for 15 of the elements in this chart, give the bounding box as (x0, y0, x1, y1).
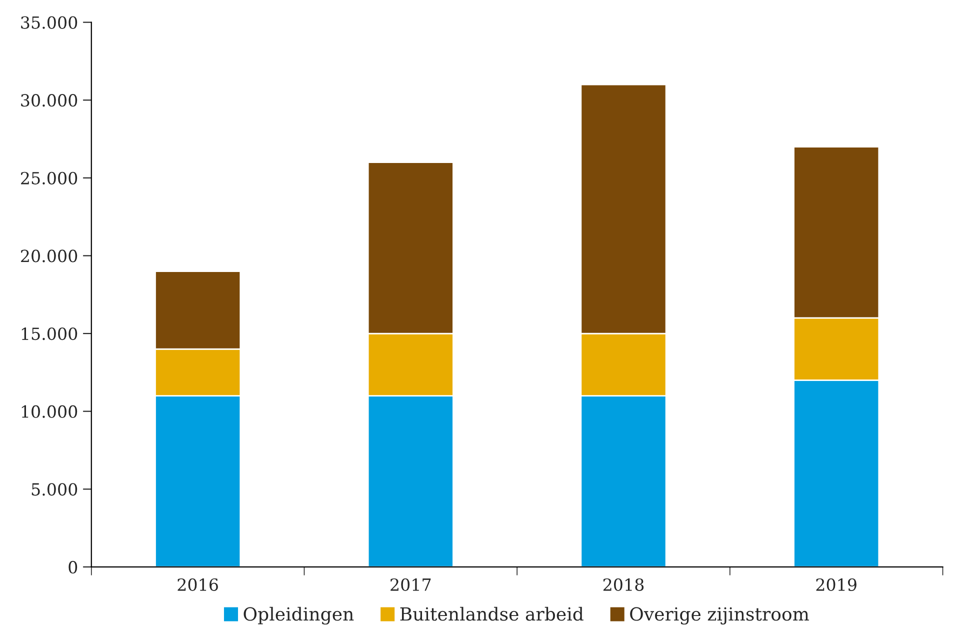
y-tick-label: 0 (68, 560, 78, 574)
y-tick-label: 15.000 (22, 327, 78, 340)
y-tick-label: 25.000 (21, 172, 78, 184)
y-tick-label: 10.000 (22, 405, 78, 418)
legend-label: Overige zijinstroom (630, 607, 809, 625)
y-tick-label: 30.000 (21, 94, 78, 107)
x-tick-label: 2017 (390, 578, 431, 591)
y-tick-label: 20.000 (21, 250, 78, 262)
legend-label: Buitenlandse arbeid (400, 606, 584, 621)
x-tick-label: 2016 (178, 578, 218, 591)
x-tick-label: 2019 (816, 578, 856, 591)
legend-label: Opleidingen (244, 606, 354, 625)
x-tick-label: 2018 (603, 578, 644, 591)
y-tick-label: 5.000 (32, 483, 78, 496)
y-tick-label: 35.000 (21, 16, 78, 29)
